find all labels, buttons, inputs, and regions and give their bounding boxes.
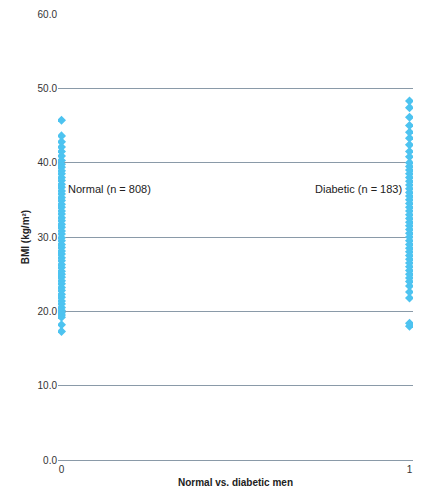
svg-text:10.0: 10.0 <box>38 380 58 391</box>
svg-text:30.0: 30.0 <box>38 232 58 243</box>
svg-text:Normal vs. diabetic men: Normal vs. diabetic men <box>178 477 293 488</box>
svg-text:1: 1 <box>407 464 413 475</box>
svg-text:40.0: 40.0 <box>38 157 58 168</box>
svg-text:0: 0 <box>59 464 65 475</box>
svg-text:50.0: 50.0 <box>38 83 58 94</box>
svg-text:20.0: 20.0 <box>38 306 58 317</box>
svg-text:BMI (kg/m²): BMI (kg/m²) <box>20 210 31 264</box>
svg-text:Normal (n = 808): Normal (n = 808) <box>68 183 151 195</box>
svg-text:60.0: 60.0 <box>38 9 58 20</box>
svg-text:0.0: 0.0 <box>43 455 57 466</box>
svg-text:Diabetic (n = 183): Diabetic (n = 183) <box>315 183 402 195</box>
